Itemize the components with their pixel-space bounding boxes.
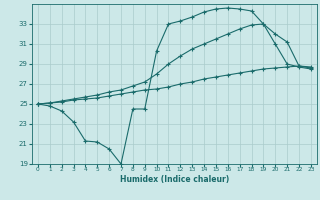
X-axis label: Humidex (Indice chaleur): Humidex (Indice chaleur) xyxy=(120,175,229,184)
